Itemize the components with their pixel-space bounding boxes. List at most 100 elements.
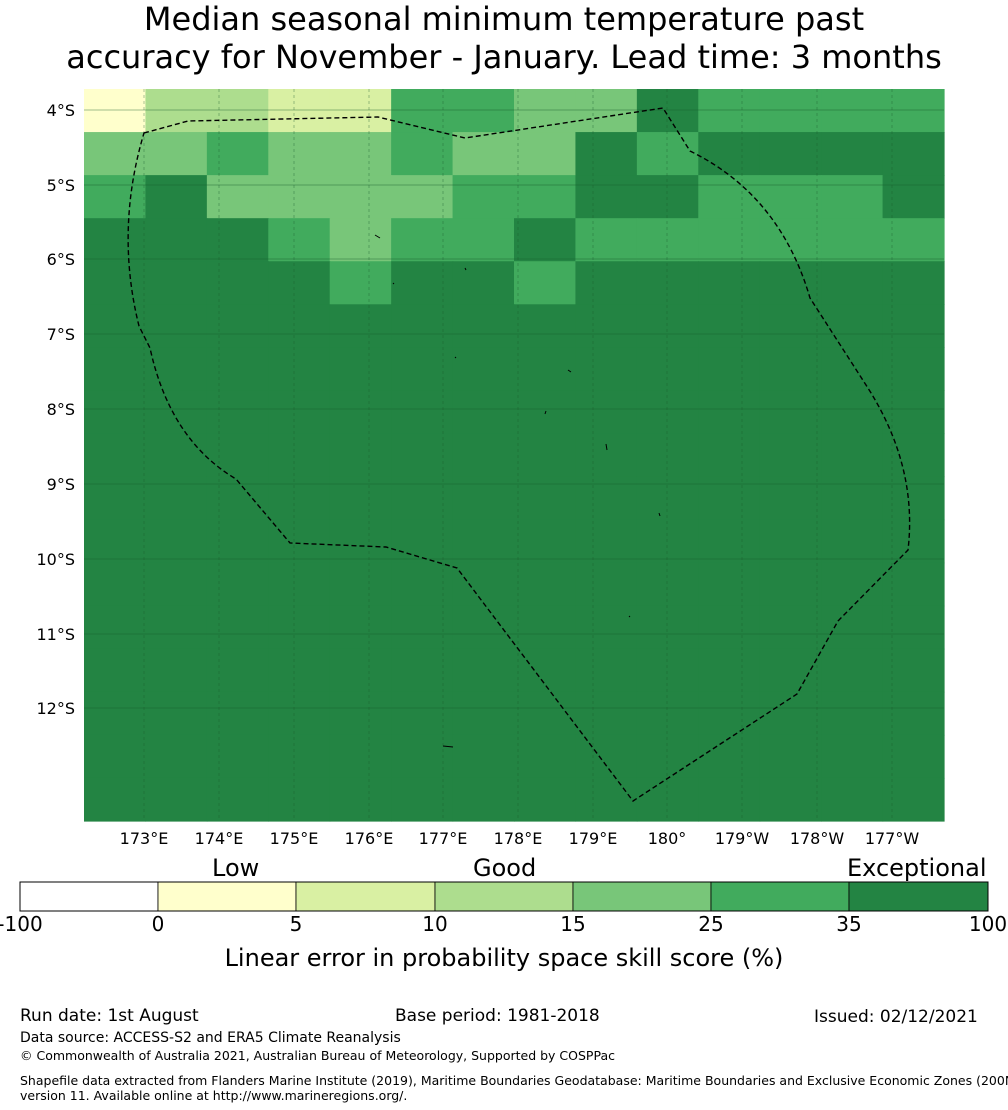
map-cell: [759, 89, 822, 133]
map-cell: [452, 89, 515, 133]
map-cell: [821, 648, 884, 693]
map-cell: [759, 476, 822, 521]
map-cell: [821, 562, 884, 607]
category-exceptional: Exceptional: [847, 854, 987, 882]
map-cell: [759, 648, 822, 693]
map-cell: [391, 562, 454, 607]
map-cell: [575, 347, 638, 392]
map-cell: [514, 476, 577, 521]
map-cell: [821, 304, 884, 348]
map-cell: [268, 519, 331, 564]
map-cell: [84, 218, 147, 262]
map-cell: [636, 562, 699, 607]
map-cell: [882, 132, 945, 176]
map-cell: [575, 89, 638, 133]
map-cell: [206, 433, 269, 478]
map-cell: [636, 261, 699, 305]
map-cell: [821, 519, 884, 564]
map-cell: [329, 777, 392, 822]
map-cell: [821, 261, 884, 305]
longitude-label: 177°W: [865, 829, 920, 848]
map-cell: [882, 347, 945, 392]
shapefile-credit-line-2: version 11. Available online at http://w…: [20, 1088, 408, 1103]
map-cell: [698, 476, 761, 521]
map-cell: [452, 691, 515, 736]
map-cell: [206, 89, 269, 133]
map-cell: [268, 562, 331, 607]
map-cell: [698, 390, 761, 435]
map-cell: [698, 605, 761, 650]
latitude-label: 7°S: [47, 325, 75, 344]
map-cell: [452, 347, 515, 392]
map-cell: [145, 89, 208, 133]
map-cell: [329, 476, 392, 521]
map-cell: [698, 562, 761, 607]
map-cell: [575, 519, 638, 564]
map-cell: [514, 175, 577, 219]
longitude-label: 177°E: [419, 829, 468, 848]
map-cell: [268, 132, 331, 176]
map-cell: [391, 519, 454, 564]
map-cell: [698, 648, 761, 693]
map-cell: [206, 132, 269, 176]
map-cell: [84, 648, 147, 693]
map-cell: [268, 347, 331, 392]
copyright: © Commonwealth of Australia 2021, Austra…: [20, 1048, 615, 1063]
map-cell: [329, 89, 392, 133]
map-cell: [698, 132, 761, 176]
map-cell: [636, 433, 699, 478]
map-cell: [759, 175, 822, 219]
map-cell: [636, 648, 699, 693]
map-cell: [452, 132, 515, 176]
map-cell: [575, 304, 638, 348]
map-cell: [698, 777, 761, 822]
map-cell: [575, 691, 638, 736]
colorbar-tick: 25: [698, 912, 724, 936]
skill-score-map: 4°S 5°S 6°S 7°S 8°S 9°S 10°S 11°S 12°S 173°E 174°…: [36, 89, 945, 848]
map-cell: [145, 218, 208, 262]
map-cell: [636, 605, 699, 650]
map-cell: [268, 605, 331, 650]
latitude-label: 9°S: [47, 475, 75, 494]
map-cell: [391, 175, 454, 219]
map-cell: [206, 734, 269, 779]
map-cell: [145, 304, 208, 348]
map-cell: [391, 261, 454, 305]
map-cell: [452, 648, 515, 693]
map-cell: [636, 390, 699, 435]
map-cell: [145, 777, 208, 822]
map-cell: [329, 519, 392, 564]
map-cell: [821, 734, 884, 779]
map-cell: [145, 390, 208, 435]
map-cell: [821, 347, 884, 392]
map-cell: [329, 691, 392, 736]
map-cell: [759, 304, 822, 348]
map-cell: [759, 519, 822, 564]
map-cell: [821, 390, 884, 435]
map-cell: [514, 390, 577, 435]
map-cell: [882, 777, 945, 822]
map-cell: [329, 390, 392, 435]
map-cell: [882, 89, 945, 133]
map-cell: [452, 476, 515, 521]
map-cell: [84, 476, 147, 521]
colorbar-tick: 35: [836, 912, 862, 936]
map-cell: [452, 734, 515, 779]
map-cell: [329, 347, 392, 392]
map-cell: [636, 691, 699, 736]
map-cell: [514, 562, 577, 607]
map-cell: [575, 562, 638, 607]
map-cell: [821, 605, 884, 650]
map-cell: [821, 89, 884, 133]
map-cell: [882, 218, 945, 262]
data-source: Data source: ACCESS-S2 and ERA5 Climate …: [20, 1030, 401, 1046]
map-cell: [759, 347, 822, 392]
map-cell: [206, 304, 269, 348]
map-cell: [391, 304, 454, 348]
map-cell: [84, 691, 147, 736]
map-cell: [575, 390, 638, 435]
island-outlines: [374, 234, 661, 748]
map-cell: [759, 691, 822, 736]
map-cell: [145, 734, 208, 779]
map-cell: [145, 261, 208, 305]
